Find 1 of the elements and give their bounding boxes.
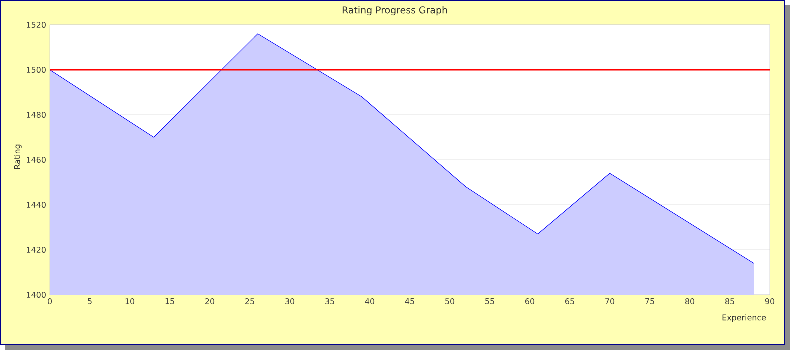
chart-title: Rating Progress Graph [342, 6, 448, 16]
